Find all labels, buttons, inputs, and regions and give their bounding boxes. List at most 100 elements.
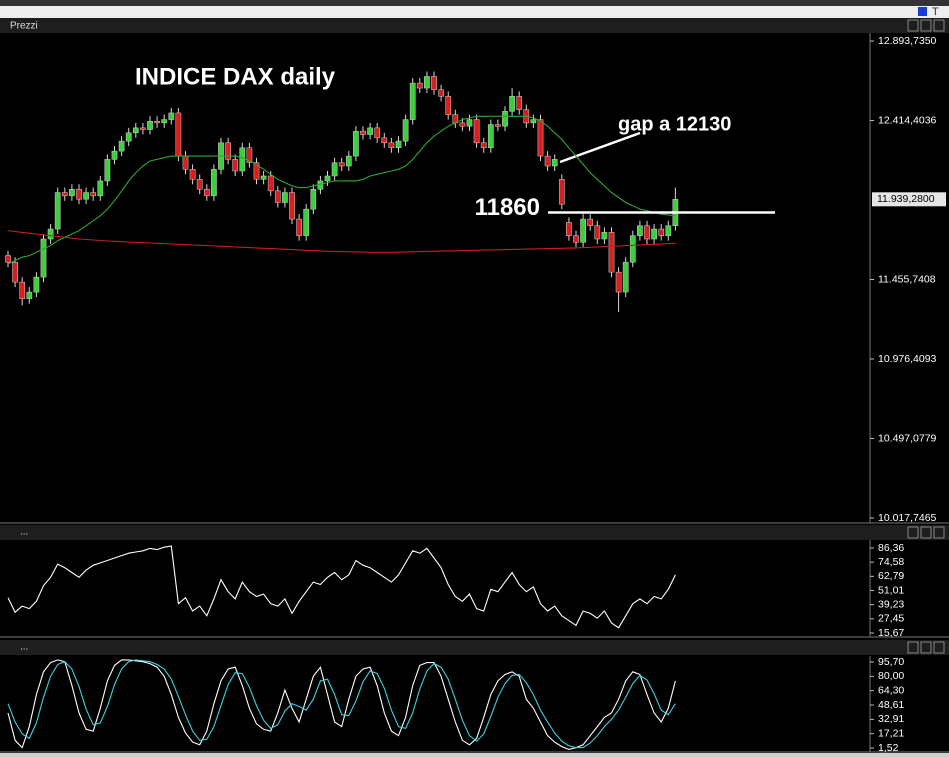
candle-body xyxy=(324,175,331,182)
candle-body xyxy=(154,120,160,124)
candle-body xyxy=(189,169,196,180)
line-series xyxy=(7,230,676,253)
y-tick-label: 15,67 xyxy=(878,627,904,639)
close-button[interactable] xyxy=(933,19,945,32)
candle-body xyxy=(409,82,416,120)
candle-body xyxy=(175,112,182,157)
y-tick-label: 10.976,4093 xyxy=(878,353,937,365)
chart-title: INDICE DAX daily xyxy=(135,63,336,90)
annotation: gap a 12130 xyxy=(618,113,731,135)
annotation-pointer xyxy=(559,131,641,164)
candle-body xyxy=(161,119,168,124)
panel-frames xyxy=(0,33,949,753)
panel-label: ... xyxy=(20,642,28,653)
maximize-button[interactable] xyxy=(920,526,932,539)
candle-body xyxy=(601,232,608,240)
bottom-border xyxy=(0,753,949,758)
candle-body xyxy=(19,281,26,299)
candle-body xyxy=(537,119,544,157)
candle-body xyxy=(33,276,40,293)
line-series xyxy=(7,659,676,750)
close-button[interactable] xyxy=(933,641,945,654)
y-tick-label: 27,45 xyxy=(878,613,904,625)
candle-body xyxy=(211,169,217,197)
candle-body xyxy=(104,159,111,182)
candle-body xyxy=(587,218,594,226)
candle-body xyxy=(388,142,395,149)
minimize-button[interactable] xyxy=(907,19,919,32)
y-tick-label: 62,79 xyxy=(878,570,904,582)
level-label: 11860 xyxy=(475,194,540,221)
candle-body xyxy=(118,140,125,152)
y-tick-label: 32,91 xyxy=(878,713,904,725)
candle-body xyxy=(331,162,338,177)
candle-body xyxy=(438,89,444,97)
candle-body xyxy=(253,162,260,180)
candle-body xyxy=(90,192,97,197)
candle-body xyxy=(274,190,281,203)
panel-label: ... xyxy=(20,527,28,538)
toolbar xyxy=(0,6,949,18)
candle-body xyxy=(573,235,579,243)
candle-body xyxy=(594,225,601,240)
minimize-button[interactable] xyxy=(907,641,919,654)
candle-body xyxy=(140,127,146,130)
candle-body xyxy=(76,188,82,200)
candle-body xyxy=(147,120,153,130)
candle-body xyxy=(246,147,253,163)
panel-header xyxy=(0,525,949,540)
candle-body xyxy=(608,232,615,273)
candle-body xyxy=(466,119,473,127)
minimize-button[interactable] xyxy=(907,526,919,539)
candle-body xyxy=(431,76,437,90)
candle-body xyxy=(580,218,586,243)
candle-body xyxy=(168,112,175,120)
candle-body xyxy=(5,255,11,263)
candle-body xyxy=(353,130,359,157)
y-tick-label: 95,70 xyxy=(878,656,904,668)
y-tick-label: 12.414,4036 xyxy=(878,114,937,126)
candle-body xyxy=(558,179,565,205)
y-tick-label: 51,01 xyxy=(878,584,904,596)
y-tick-label: 10.497,0779 xyxy=(878,432,937,444)
candle-body xyxy=(239,147,246,172)
candle-body xyxy=(260,175,267,180)
toolbar-icon[interactable] xyxy=(918,7,927,16)
y-tick-label: 39,23 xyxy=(878,598,904,610)
candle-body xyxy=(459,122,466,127)
maximize-button[interactable] xyxy=(920,641,932,654)
candle-body xyxy=(615,271,622,293)
y-tick-label: 86,36 xyxy=(878,542,904,554)
candle-body xyxy=(289,192,295,220)
line-series xyxy=(7,545,676,629)
candle-body xyxy=(26,291,33,299)
candle-body xyxy=(416,82,423,89)
candle-body xyxy=(480,142,487,149)
candle-body xyxy=(487,124,494,149)
window-buttons xyxy=(907,19,945,654)
y-tick-label: 64,30 xyxy=(878,684,904,696)
candle-body xyxy=(445,96,452,115)
candle-body xyxy=(658,228,665,236)
candle-body xyxy=(551,159,558,167)
candle-body xyxy=(97,180,104,197)
candle-body xyxy=(516,96,523,110)
close-button[interactable] xyxy=(933,526,945,539)
candle-body xyxy=(296,218,302,236)
candle-body xyxy=(47,228,54,240)
maximize-button[interactable] xyxy=(920,19,932,32)
candle-body xyxy=(651,228,657,240)
candle-body xyxy=(622,261,629,293)
candle-body xyxy=(360,130,366,135)
candle-body xyxy=(637,225,643,236)
y-tick-label: 10.017,7465 xyxy=(878,512,937,524)
y-tick-label: 12.893,7350 xyxy=(878,35,937,47)
candle-body xyxy=(374,127,381,139)
line-series xyxy=(7,659,676,749)
candle-body xyxy=(665,225,672,236)
candle-body xyxy=(495,124,501,127)
toolbar-label: T xyxy=(932,6,939,18)
candle-body xyxy=(395,140,402,149)
